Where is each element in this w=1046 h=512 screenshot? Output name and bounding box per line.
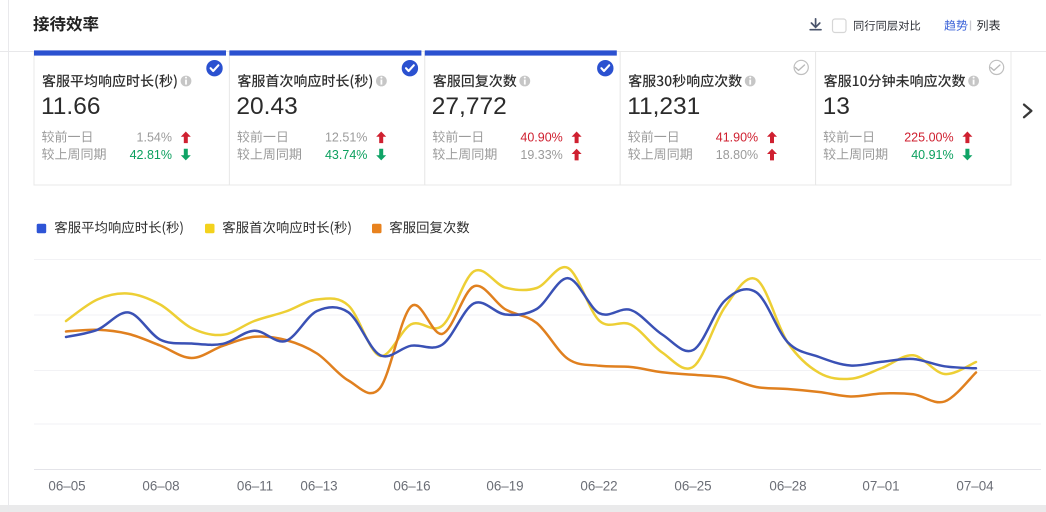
- svg-text:27,772: 27,772: [432, 93, 507, 120]
- svg-text:13: 13: [823, 93, 850, 120]
- svg-text:06–22: 06–22: [580, 479, 617, 494]
- svg-text:42.81%: 42.81%: [130, 148, 172, 162]
- svg-text:07–01: 07–01: [862, 479, 899, 494]
- svg-text:43.74%: 43.74%: [325, 148, 367, 162]
- svg-text:06–05: 06–05: [48, 479, 85, 494]
- svg-text:06–28: 06–28: [769, 479, 806, 494]
- svg-text:225.00%: 225.00%: [904, 131, 953, 145]
- svg-text:06–13: 06–13: [300, 479, 337, 494]
- svg-text:12.51%: 12.51%: [325, 131, 367, 145]
- svg-text:11.66: 11.66: [41, 93, 101, 120]
- svg-text:06–08: 06–08: [142, 479, 179, 494]
- svg-text:18.80%: 18.80%: [716, 148, 758, 162]
- svg-text:41.90%: 41.90%: [716, 131, 758, 145]
- svg-text:06–16: 06–16: [393, 479, 430, 494]
- svg-text:20.43: 20.43: [236, 93, 297, 120]
- svg-text:11,231: 11,231: [627, 93, 700, 120]
- svg-text:40.91%: 40.91%: [911, 148, 953, 162]
- svg-text:06–19: 06–19: [486, 479, 523, 494]
- svg-text:06–11: 06–11: [237, 479, 273, 494]
- svg-text:40.90%: 40.90%: [520, 131, 562, 145]
- svg-text:06–25: 06–25: [674, 479, 711, 494]
- svg-text:19.33%: 19.33%: [520, 148, 562, 162]
- svg-text:07–04: 07–04: [956, 479, 994, 494]
- svg-text:1.54%: 1.54%: [137, 131, 172, 145]
